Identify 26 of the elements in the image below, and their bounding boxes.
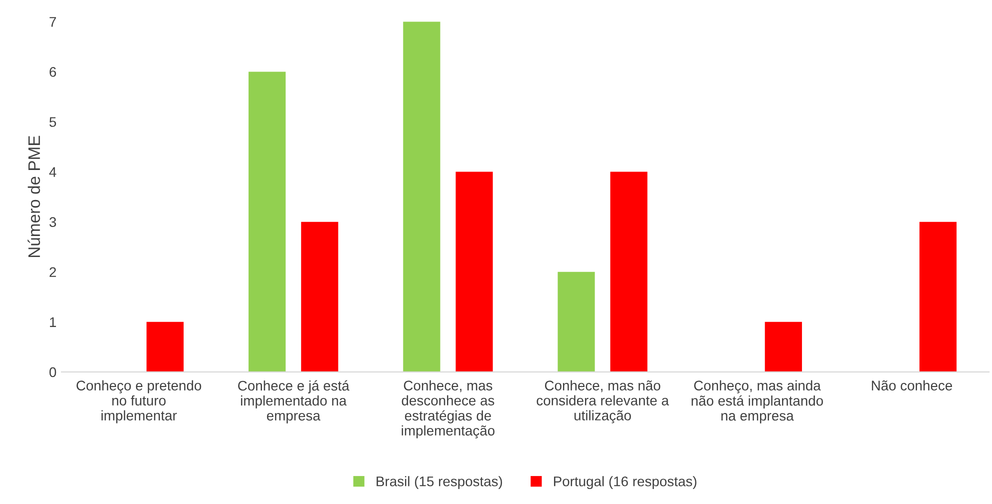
y-tick-label: 5: [49, 117, 56, 127]
y-tick-label: 3: [49, 217, 56, 227]
y-tick-label: 2: [50, 267, 56, 277]
bar: [764, 322, 802, 372]
legend-label: Portugal (16 respostas): [554, 476, 696, 490]
x-tick-label: Conhece e já está implementado na empresa: [238, 380, 350, 424]
bar: [248, 72, 286, 372]
x-tick-label: Conhece, mas não considera relevante a utilização: [536, 380, 669, 424]
bar: [456, 172, 493, 372]
x-tick-label: Conheço, mas ainda não está implantando na empresa: [692, 380, 823, 424]
y-axis-title: Número de PME: [28, 136, 40, 258]
y-tick-label: 7: [50, 17, 56, 27]
legend-label: Brasil (15 respostas): [376, 476, 502, 490]
bar: [403, 22, 440, 372]
y-tick-label: 4: [49, 167, 56, 177]
x-tick-label: Conheço e pretendo no futuro implementar: [76, 380, 202, 424]
bar: [146, 322, 184, 372]
y-tick-label: 0: [49, 367, 56, 378]
bar: [301, 222, 338, 372]
y-tick-label: 1: [50, 317, 56, 327]
bar: [919, 222, 957, 372]
x-tick-label: Conhece, mas desconhece as estratégias de implementação: [402, 380, 494, 438]
y-tick-label: 6: [50, 67, 56, 77]
bar: [558, 272, 595, 372]
x-tick-label: Não conhece: [872, 380, 952, 390]
bar: [610, 172, 648, 372]
